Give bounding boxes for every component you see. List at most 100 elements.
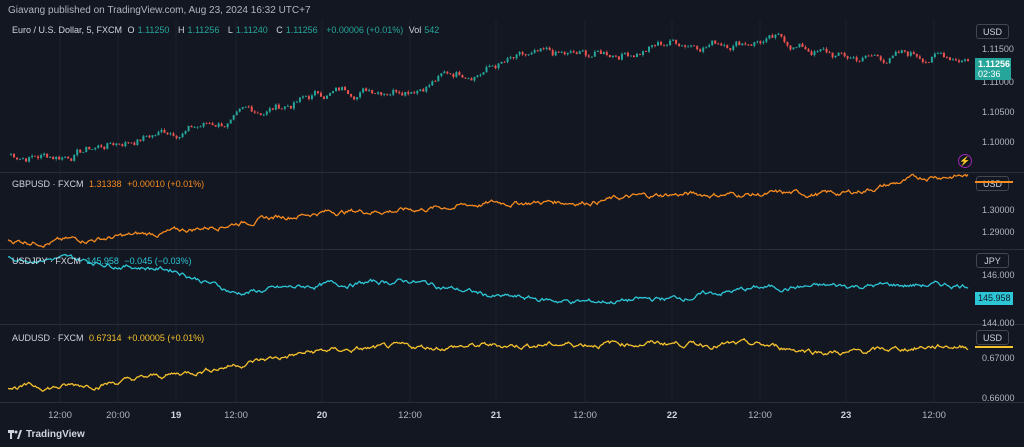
candle-body: [274, 104, 277, 110]
candle-body: [611, 55, 614, 58]
candle-body: [10, 154, 13, 155]
price-tick: 1.29000: [982, 227, 1015, 237]
candle-body: [479, 74, 482, 76]
candle-body: [82, 151, 85, 153]
candle-body: [855, 57, 858, 61]
candle-body: [368, 90, 371, 92]
candle-body: [458, 72, 461, 76]
currency-button-eurusd[interactable]: USD: [976, 24, 1009, 39]
candle-body: [584, 50, 587, 56]
candle-body: [416, 90, 419, 94]
candle-body: [590, 56, 593, 58]
candle-body: [491, 65, 494, 67]
pane-divider[interactable]: [0, 324, 1024, 325]
candle-body: [85, 146, 88, 152]
change-value: +0.00006 (+0.01%): [326, 25, 404, 35]
price-tick: 1.11000: [982, 77, 1014, 87]
candle-body: [172, 133, 175, 136]
candle-body: [614, 55, 617, 57]
candle-body: [329, 93, 332, 96]
candle-body: [49, 157, 52, 158]
candle-body: [515, 54, 518, 59]
candle-body: [635, 53, 638, 58]
candle-body: [705, 46, 708, 48]
candle-body: [268, 108, 271, 112]
footer: TradingView: [8, 429, 85, 440]
candle-body: [660, 42, 663, 45]
candle-body: [196, 126, 199, 128]
candle-body: [813, 51, 816, 56]
candle-body: [115, 143, 118, 146]
candle-body: [720, 43, 723, 46]
lightning-icon[interactable]: ⚡: [958, 154, 972, 168]
candle-body: [708, 45, 711, 47]
candle-body: [852, 57, 855, 59]
time-tick: 12:00: [398, 410, 422, 421]
candle-body: [527, 54, 530, 56]
candle-body: [214, 125, 217, 127]
pane-divider[interactable]: [0, 172, 1024, 173]
candle-body: [316, 91, 319, 94]
candle-body: [247, 106, 250, 108]
candle-body: [690, 45, 693, 47]
currency-button-usdjpy[interactable]: JPY: [976, 253, 1009, 268]
candle-body: [608, 54, 611, 58]
candle-body: [771, 35, 774, 38]
close-value: C 1.11256: [276, 25, 320, 35]
currency-button-audusd[interactable]: USD: [976, 330, 1009, 345]
candle-body: [638, 53, 641, 55]
candle-body: [750, 44, 753, 46]
candle-body: [648, 46, 651, 52]
candle-body: [629, 55, 632, 57]
candle-body: [253, 111, 256, 113]
candle-body: [437, 75, 440, 82]
price-tick: 1.30000: [982, 205, 1015, 215]
candle-body: [295, 101, 298, 103]
candle-body: [551, 50, 554, 56]
candle-body: [774, 34, 777, 38]
candle-body: [289, 106, 292, 109]
candle-body: [557, 51, 560, 53]
pane-divider[interactable]: [0, 249, 1024, 250]
time-tick: 20: [316, 410, 328, 421]
usdjpy-line: [7, 253, 969, 305]
candle-body: [828, 52, 831, 54]
candle-body: [485, 67, 488, 73]
candle-body: [229, 119, 232, 124]
candle-body: [861, 57, 864, 62]
candle-body: [524, 54, 527, 56]
currency-button-gbpusd[interactable]: USD: [976, 176, 1009, 191]
price-tick: 144.000: [982, 318, 1015, 328]
candle-body: [768, 35, 771, 39]
candle-body: [927, 62, 930, 64]
candle-body: [190, 125, 193, 128]
candle-body: [834, 55, 837, 58]
candle-body: [951, 59, 954, 61]
candle-body: [34, 155, 37, 157]
candle-body: [139, 139, 142, 141]
candle-body: [347, 90, 350, 94]
tradingview-logo-icon: [8, 430, 22, 439]
high-value: H 1.11256: [178, 25, 222, 35]
time-tick: 12:00: [573, 410, 597, 421]
candle-body: [726, 45, 729, 49]
low-number: 1.11240: [235, 25, 268, 35]
candle-body: [413, 92, 416, 94]
candle-body: [169, 133, 172, 135]
top-bar: Giavang published on TradingView.com, Au…: [0, 0, 1024, 20]
candle-body: [398, 91, 401, 94]
candle-body: [744, 43, 747, 45]
candle-body: [133, 142, 136, 146]
candle-body: [876, 54, 879, 57]
candle-body: [497, 63, 500, 69]
candle-body: [792, 47, 795, 50]
candle-body: [840, 52, 843, 54]
candle-body: [362, 88, 365, 93]
candle-body: [217, 123, 220, 127]
candle-body: [587, 55, 590, 57]
usdjpy-legend: USDJPY · FXCM 145.958 −0.045 (−0.03%): [12, 256, 194, 266]
gbpusd-last-marker: [975, 181, 1013, 183]
candle-body: [109, 143, 112, 145]
candle-body: [193, 127, 196, 128]
